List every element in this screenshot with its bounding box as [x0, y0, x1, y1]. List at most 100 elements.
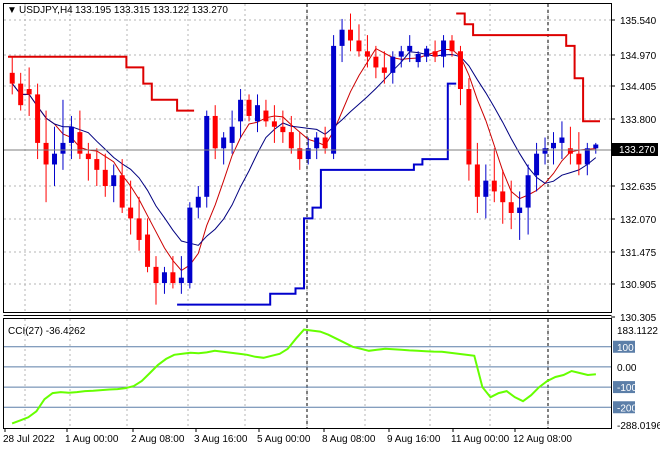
candle-body	[348, 29, 354, 41]
lower-band-line	[177, 82, 457, 306]
candle-body	[254, 105, 260, 122]
time-tick-label: 28 Jul 2022	[3, 434, 55, 445]
ohlc-readout: 133.195 133.315 133.122 133.270	[75, 5, 228, 16]
candle-body	[305, 148, 311, 160]
candle-body	[35, 94, 41, 143]
candle-body	[576, 153, 582, 165]
time-tick-label: 3 Aug 16:00	[194, 434, 248, 445]
candle-body	[170, 272, 176, 284]
candle-body	[43, 142, 49, 165]
candle-body	[102, 169, 108, 187]
price-tick-label: 131.475	[620, 248, 657, 259]
time-tick-label: 5 Aug 00:00	[257, 434, 311, 445]
candle-body	[542, 148, 548, 154]
candle-body	[271, 121, 277, 127]
ma-slow-line	[11, 51, 597, 246]
time-tick-label: 8 Aug 08:00	[322, 434, 376, 445]
candle-body	[584, 148, 590, 165]
candle-body	[60, 142, 66, 154]
cci-axis: 183.1122 100 0.00 -100 -200 -288.0196	[613, 326, 660, 432]
candle-body	[491, 180, 497, 192]
candle-body	[178, 277, 184, 284]
candle-body	[288, 132, 294, 149]
cci-tick-label: -288.0196	[617, 421, 660, 432]
candle-body	[398, 51, 404, 57]
down-arrow-icon: ▼	[7, 5, 17, 16]
time-tick-label: 12 Aug 08:00	[513, 434, 572, 445]
cci-tick-label: 100	[617, 343, 634, 354]
candle-body	[424, 48, 430, 57]
candle-body	[26, 89, 32, 95]
cci-line	[11, 328, 596, 425]
candle-body	[449, 40, 455, 52]
candle-body	[297, 148, 303, 160]
candle-body	[390, 56, 396, 73]
moving-averages	[11, 47, 597, 272]
candle-body	[280, 126, 286, 133]
cci-tick-label: -200	[617, 403, 637, 414]
candle-body	[128, 207, 134, 219]
candle-body	[119, 175, 125, 208]
symbol-label: USDJPY,H4	[19, 5, 73, 16]
candle-body	[204, 115, 210, 197]
candle-body	[356, 40, 362, 52]
candle-body	[517, 207, 523, 213]
time-axis: 28 Jul 2022 1 Aug 00:00 2 Aug 08:00 3 Aug 1…	[3, 428, 572, 445]
upper-band-line	[456, 12, 600, 123]
price-tick-label: 132.070	[620, 215, 657, 226]
cci-levels	[4, 346, 611, 408]
candle-body	[136, 218, 142, 240]
candle-body	[474, 164, 480, 197]
candle-body	[314, 137, 320, 149]
candle-body	[322, 137, 328, 149]
candle-body	[550, 142, 556, 149]
candle-body	[111, 175, 117, 187]
candle-body	[466, 89, 472, 165]
candle-body	[221, 137, 227, 149]
candle-body	[52, 153, 58, 165]
candle-body	[567, 148, 573, 154]
candle-body	[238, 99, 244, 122]
candle-body	[500, 191, 506, 203]
price-tick-label: 134.405	[620, 82, 657, 93]
candle-body	[94, 159, 100, 170]
candle-body	[483, 180, 489, 197]
candle-body	[195, 196, 201, 208]
price-axis: 135.540 134.970 134.405 133.800 132.635 132.0…	[611, 16, 657, 324]
candle-body	[593, 144, 599, 149]
upper-band-line	[8, 55, 195, 112]
candle-body	[508, 202, 514, 213]
ma-fast-line	[11, 47, 596, 272]
candle-body	[525, 175, 531, 208]
cci-series-line	[11, 328, 596, 425]
cci-level-badge	[613, 401, 635, 414]
price-tick-label: 130.305	[620, 313, 657, 324]
candle-body	[559, 137, 565, 143]
time-tick-label: 9 Aug 16:00	[387, 434, 441, 445]
candle-body	[18, 83, 24, 106]
cci-level-badge	[613, 381, 635, 394]
candle-body	[229, 126, 235, 143]
candle-body	[373, 56, 379, 68]
candle-body	[161, 272, 167, 284]
price-tick-label: 133.800	[620, 115, 657, 126]
time-tick-label: 2 Aug 08:00	[131, 434, 185, 445]
price-tick-label: 135.540	[620, 16, 657, 27]
cci-tick-label: 0.00	[617, 363, 637, 374]
candle-body	[68, 126, 74, 143]
candle-body	[331, 45, 337, 154]
candle-body	[9, 72, 15, 84]
cci-tick-label: 183.1122	[617, 326, 658, 337]
price-tick-label: 132.635	[620, 182, 657, 193]
candles	[9, 13, 599, 305]
candle-body	[415, 53, 421, 63]
candle-body	[364, 51, 370, 57]
current-price-badge	[612, 143, 658, 156]
candle-body	[153, 266, 159, 284]
candle-body	[187, 207, 193, 284]
cci-label: CCI(27) -36.4262	[8, 326, 86, 337]
cci-level-badge	[613, 340, 635, 353]
candle-body	[145, 234, 151, 267]
price-tick-label: 134.970	[620, 51, 657, 62]
